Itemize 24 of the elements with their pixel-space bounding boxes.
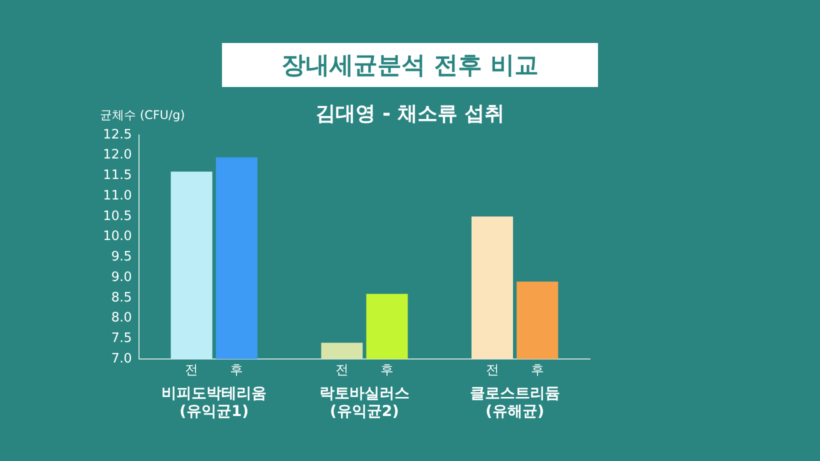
text: 전: [486, 362, 499, 378]
text: 전: [335, 362, 348, 378]
y-tick-label: 7.5: [111, 331, 132, 346]
series-label: 후: [530, 362, 544, 378]
y-tick-label: 11.0: [102, 188, 132, 204]
y-tick-label: 12.0: [102, 148, 132, 163]
text: 후: [380, 362, 394, 378]
text: 후: [230, 362, 244, 378]
y-axis-title: 균체수 (CFU/g): [100, 107, 185, 124]
y-tick-label: 9.0: [111, 270, 132, 285]
y-tick-label: 11.5: [102, 168, 132, 184]
x-tick-label: 락토바실러스 (유익균2): [319, 384, 410, 420]
series-label: 전: [185, 362, 198, 378]
y-tick-label: 10.0: [102, 229, 132, 244]
chart-subtitle: 김대영 - 채소류 섭취: [314, 100, 506, 127]
y-tick-label: 10.5: [102, 208, 132, 224]
y-tick-label: 8.0: [111, 310, 132, 326]
y-tick-label: 8.5: [111, 290, 132, 306]
chart-title: 장내세균분석 전후 비교: [222, 43, 598, 87]
x-tick-label: 비피도박테리움 (유익균1): [162, 384, 267, 420]
x-tick-label: 클로스트리듐 (유해균): [470, 384, 560, 420]
y-tick-label: 9.5: [111, 250, 132, 265]
y-tick-label: 7.0: [111, 351, 132, 366]
y-tick-label: 12.5: [102, 127, 132, 142]
